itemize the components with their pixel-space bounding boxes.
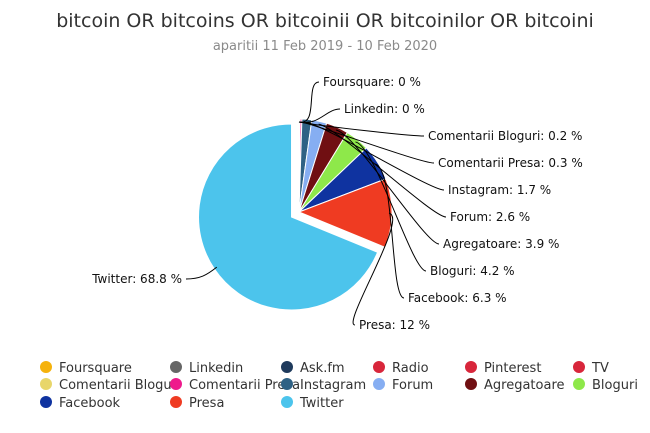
connector-comentarii-presa bbox=[300, 121, 435, 164]
connector-comentarii-bloguri bbox=[299, 121, 425, 137]
data-label-bloguri: Bloguri: 4.2 % bbox=[430, 264, 515, 278]
connector-presa bbox=[352, 212, 394, 326]
legend-item-tv[interactable]: TV bbox=[573, 361, 609, 376]
legend-item-agregatoare[interactable]: Agregatoare bbox=[465, 378, 565, 393]
legend-item-comentarii-presa[interactable]: Comentarii Presa bbox=[170, 378, 300, 393]
legend-item-twitter[interactable]: Twitter bbox=[281, 396, 344, 411]
legend-label-comentarii-presa: Comentarii Presa bbox=[189, 378, 300, 393]
connector-twitter bbox=[185, 266, 218, 280]
legend-label-facebook: Facebook bbox=[59, 396, 121, 411]
legend-item-presa[interactable]: Presa bbox=[170, 396, 224, 411]
connector-instagram bbox=[306, 121, 445, 191]
connector-agregatoare bbox=[335, 129, 440, 245]
legend-marker-linkedin bbox=[170, 361, 182, 373]
connector-foursquare bbox=[298, 81, 320, 123]
legend-label-presa: Presa bbox=[189, 396, 224, 411]
legend-item-linkedin[interactable]: Linkedin bbox=[170, 361, 243, 376]
legend-label-forum: Forum bbox=[392, 378, 433, 393]
legend-item-foursquare[interactable]: Foursquare bbox=[40, 361, 132, 376]
legend-marker-radio bbox=[373, 361, 385, 373]
legend-item-forum[interactable]: Forum bbox=[373, 378, 433, 393]
connector-facebook bbox=[374, 163, 405, 299]
legend-marker-tv bbox=[573, 361, 585, 373]
legend-label-foursquare: Foursquare bbox=[59, 361, 132, 376]
legend-marker-comentarii-bloguri bbox=[40, 378, 52, 390]
legend-label-instagram: Instagram bbox=[300, 378, 366, 393]
legend-marker-agregatoare bbox=[465, 378, 477, 390]
legend-item-ask-fm[interactable]: Ask.fm bbox=[281, 361, 345, 376]
legend-label-ask-fm: Ask.fm bbox=[300, 361, 345, 376]
legend-marker-ask-fm bbox=[281, 361, 293, 373]
connector-forum bbox=[318, 123, 447, 218]
chart-subtitle: aparitii 11 Feb 2019 - 10 Feb 2020 bbox=[213, 39, 437, 54]
legend-item-pinterest[interactable]: Pinterest bbox=[465, 361, 541, 376]
legend-label-pinterest: Pinterest bbox=[484, 361, 541, 376]
legend-label-bloguri: Bloguri bbox=[592, 378, 638, 393]
legend-label-tv: TV bbox=[591, 361, 609, 376]
data-label-agregatoare: Agregatoare: 3.9 % bbox=[443, 237, 559, 251]
data-label-comentarii-presa: Comentarii Presa: 0.3 % bbox=[438, 156, 583, 170]
legend-marker-foursquare bbox=[40, 361, 52, 373]
legend-marker-twitter bbox=[281, 396, 293, 408]
legend-label-radio: Radio bbox=[392, 361, 429, 376]
legend-item-radio[interactable]: Radio bbox=[373, 361, 429, 376]
legend-marker-comentarii-presa bbox=[170, 378, 182, 390]
legend-item-instagram[interactable]: Instagram bbox=[281, 378, 366, 393]
data-label-foursquare: Foursquare: 0 % bbox=[323, 75, 421, 89]
legend-label-agregatoare: Agregatoare bbox=[484, 378, 565, 393]
data-label-presa: Presa: 12 % bbox=[359, 318, 430, 332]
legend-marker-instagram bbox=[281, 378, 293, 390]
legend-label-comentarii-bloguri: Comentarii Bloguri bbox=[59, 378, 181, 393]
label-connectors bbox=[185, 81, 447, 326]
legend-marker-presa bbox=[170, 396, 182, 408]
legend: Foursquare Linkedin Ask.fm Radio Pinterest TV… bbox=[40, 361, 638, 411]
legend-marker-pinterest bbox=[465, 361, 477, 373]
chart-title: bitcoin OR bitcoins OR bitcoinii OR bitc… bbox=[56, 10, 594, 32]
legend-item-bloguri[interactable]: Bloguri bbox=[573, 378, 638, 393]
data-label-instagram: Instagram: 1.7 % bbox=[448, 183, 551, 197]
legend-marker-facebook bbox=[40, 396, 52, 408]
legend-label-twitter: Twitter bbox=[299, 396, 344, 411]
legend-item-comentarii-bloguri[interactable]: Comentarii Bloguri bbox=[40, 378, 181, 393]
connector-bloguri bbox=[355, 141, 427, 272]
data-label-facebook: Facebook: 6.3 % bbox=[408, 291, 507, 305]
legend-item-facebook[interactable]: Facebook bbox=[40, 396, 121, 411]
data-label-forum: Forum: 2.6 % bbox=[450, 210, 530, 224]
legend-marker-forum bbox=[373, 378, 385, 390]
data-label-linkedin: Linkedin: 0 % bbox=[344, 102, 425, 116]
data-label-twitter: Twitter: 68.8 % bbox=[91, 272, 182, 286]
data-label-comentarii-bloguri: Comentarii Bloguri: 0.2 % bbox=[428, 129, 582, 143]
legend-marker-bloguri bbox=[573, 378, 585, 390]
legend-label-linkedin: Linkedin bbox=[189, 361, 243, 376]
data-labels: Foursquare: 0 % Linkedin: 0 %Comentarii B… bbox=[91, 75, 583, 332]
